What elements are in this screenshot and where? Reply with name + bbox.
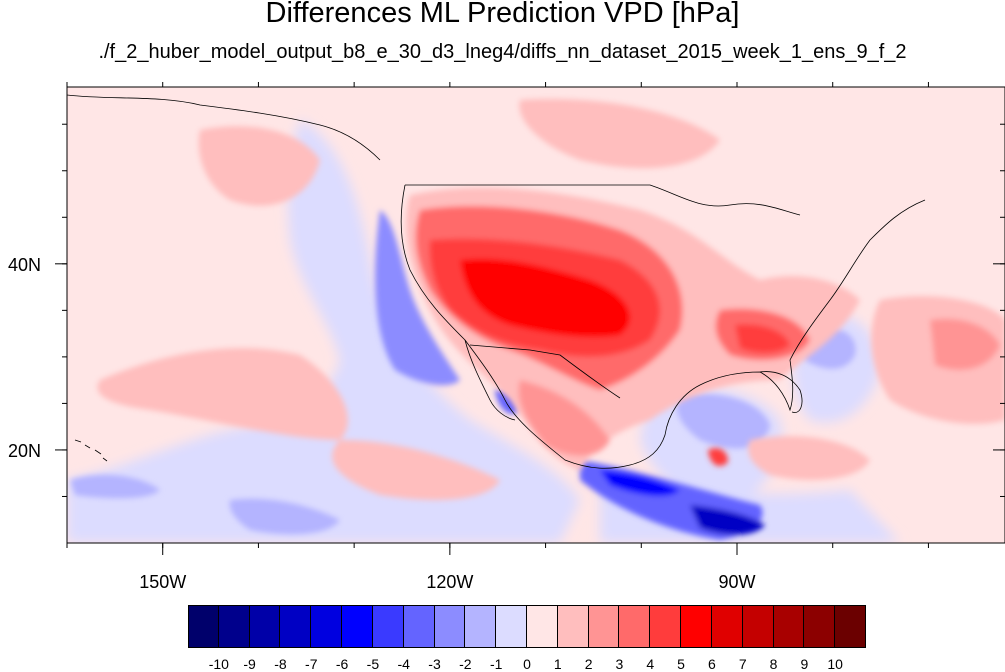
north-positive [519, 99, 720, 169]
colorbar-label: -4 [397, 656, 410, 672]
colorbar-label: 2 [584, 656, 593, 672]
colorbar-swatch [681, 605, 712, 648]
central-america-negative-core [690, 505, 765, 535]
colorbar-label: -10 [208, 656, 229, 672]
gulf-hotspot [708, 448, 728, 466]
colorbar-label: 1 [553, 656, 562, 672]
alaska-coastline [67, 94, 381, 161]
colorbar-label: 0 [523, 656, 531, 672]
colorbar-swatch [619, 605, 651, 648]
colorbar-swatch [804, 605, 836, 648]
colorbar-swatch [188, 605, 219, 648]
baja-coastline [464, 339, 516, 421]
pacific-positive-band [97, 348, 348, 440]
colorbar-label: 5 [677, 656, 685, 672]
colorbar-label: 6 [708, 656, 716, 672]
mexico-positive [518, 380, 610, 456]
colorbar-label: 8 [769, 656, 778, 672]
north-america-coastline [400, 184, 926, 469]
y-tick-label: 40N [8, 255, 41, 275]
us-canada-border [405, 184, 801, 216]
colorbar-label: 4 [646, 656, 655, 672]
colorbar-swatch [218, 605, 250, 648]
colorbar-label: 9 [800, 656, 809, 672]
colorbar-label: 3 [615, 656, 624, 672]
pacific-positive-south [332, 440, 500, 500]
west-pacific-negative [70, 474, 160, 499]
colorbar-swatch [588, 605, 620, 648]
atlantic-positive-core [930, 318, 1000, 370]
x-tick-label: 120W [426, 572, 473, 592]
y-tick-label: 20N [8, 441, 41, 461]
coastlines [67, 94, 926, 469]
conus-positive-peak [460, 258, 630, 337]
caribbean-positive [748, 436, 870, 480]
colorbar-swatch [557, 605, 589, 648]
chart-subtitle: ./f_2_huber_model_output_b8_e_30_d3_lneg… [98, 41, 907, 63]
vpd-difference-map: 150W 120W 90W 40N 20N [8, 82, 1005, 592]
colorbar-swatch [742, 605, 774, 648]
colorbar [188, 605, 866, 648]
northwest-positive [198, 126, 320, 206]
hawaii-islands [74, 439, 108, 462]
colorbar-swatch [650, 605, 682, 648]
gulf-negative [676, 393, 770, 449]
chart-title: Differences ML Prediction VPD [hPa] [265, 0, 740, 29]
california-coast-negative [375, 210, 460, 386]
x-tick-label: 150W [139, 572, 186, 592]
pacific-light-blue-region [67, 120, 580, 543]
map-frame [66, 86, 1005, 544]
colorbar-label: -6 [335, 656, 349, 672]
colorbar-swatch [434, 605, 466, 648]
southeast-positive-core [735, 324, 790, 353]
colorbar-label: -3 [428, 656, 441, 672]
us-mexico-border [469, 344, 621, 399]
colorbar-label: -9 [243, 656, 256, 672]
colorbar-swatch [403, 605, 435, 648]
colorbar-swatch [496, 605, 527, 648]
colorbar-swatch [280, 605, 312, 648]
southwest-pacific-negative [229, 498, 340, 535]
colorbar-swatch [773, 605, 805, 648]
colorbar-label: -8 [274, 656, 287, 672]
colorbar-swatch [711, 605, 743, 648]
colorbar-swatch [465, 605, 497, 648]
southern-mexico-negative-core [600, 470, 680, 497]
colorbar-label: -7 [305, 656, 318, 672]
colorbar-label: -1 [489, 656, 503, 672]
x-tick-label: 90W [718, 572, 755, 592]
colorbar-swatch [311, 605, 343, 648]
colorbar-label: 10 [827, 656, 843, 672]
colorbar-label: -2 [459, 656, 472, 672]
florida-coastline [759, 371, 803, 413]
colorbar-label: -5 [366, 656, 380, 672]
colorbar-swatch [249, 605, 281, 648]
map-axes: 150W 120W 90W 40N 20N [8, 82, 1005, 592]
colorbar-label: 7 [738, 656, 747, 672]
colorbar-swatch [342, 605, 373, 648]
colorbar-swatch [372, 605, 404, 648]
colorbar-swatch [527, 605, 558, 648]
colorbar-swatch [835, 605, 866, 648]
